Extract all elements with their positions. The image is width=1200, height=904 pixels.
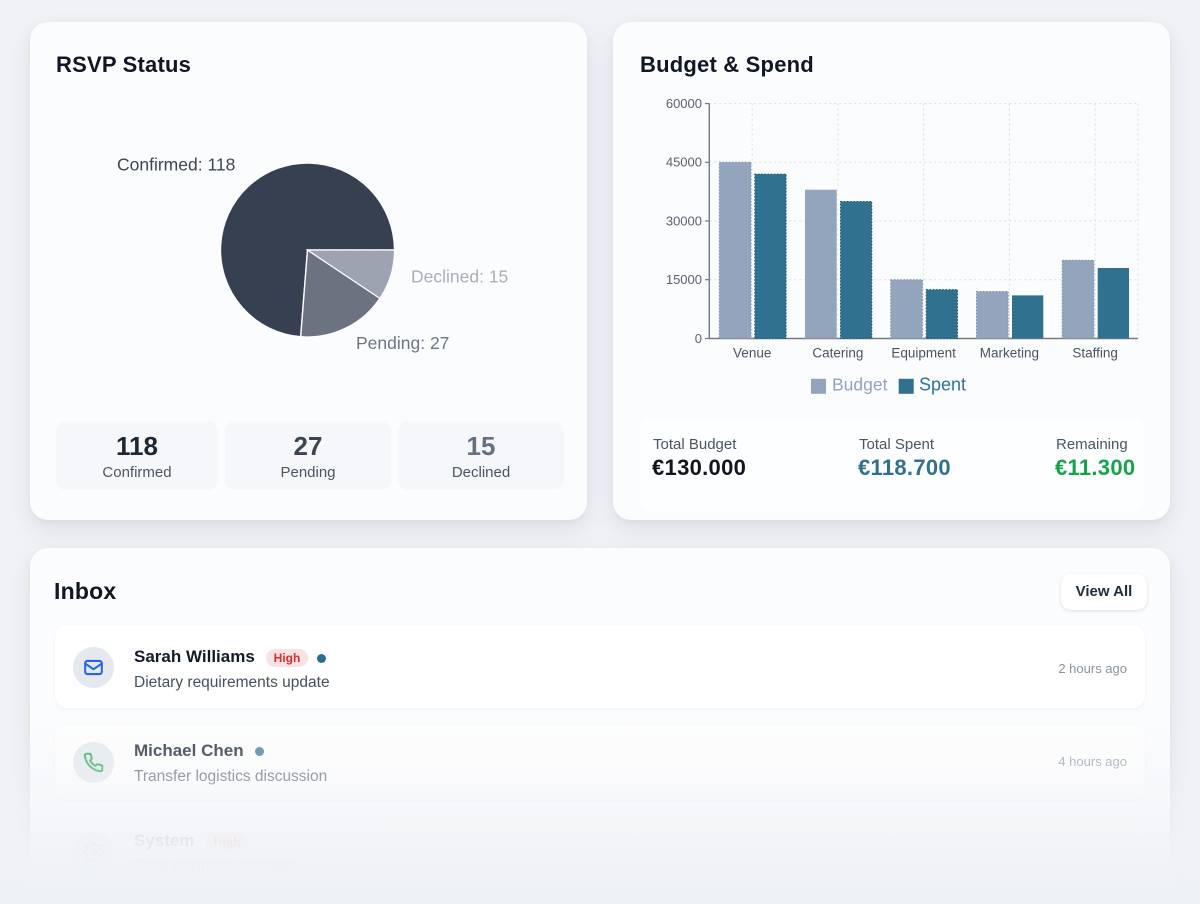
svg-text:Spent: Spent: [919, 375, 966, 395]
svg-text:Pending: 27: Pending: 27: [356, 333, 449, 353]
svg-text:15000: 15000: [666, 272, 702, 287]
svg-text:Budget: Budget: [832, 375, 888, 395]
svg-text:Equipment: Equipment: [891, 346, 956, 361]
svg-text:Catering: Catering: [812, 346, 863, 361]
svg-text:30000: 30000: [666, 213, 702, 228]
svg-text:Confirmed: 118: Confirmed: 118: [117, 155, 235, 175]
svg-text:45000: 45000: [666, 155, 702, 170]
svg-text:Venue: Venue: [733, 346, 771, 361]
svg-text:0: 0: [695, 331, 702, 346]
svg-text:Marketing: Marketing: [980, 346, 1039, 361]
svg-text:Staffing: Staffing: [1072, 346, 1118, 361]
svg-text:Declined: 15: Declined: 15: [411, 267, 508, 287]
svg-text:60000: 60000: [666, 96, 702, 111]
